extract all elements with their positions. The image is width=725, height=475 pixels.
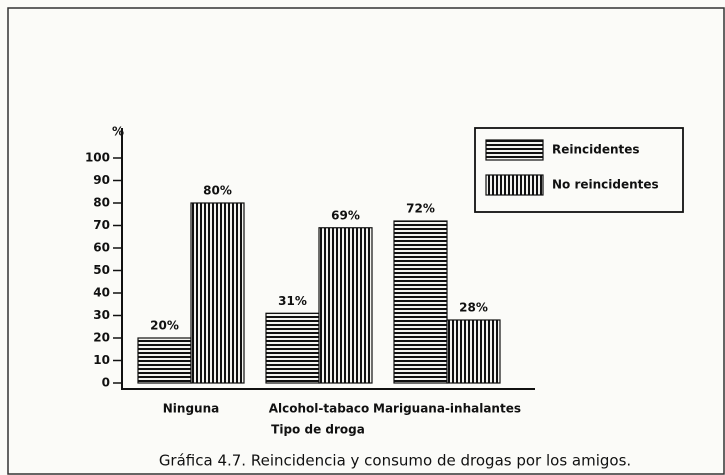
x-tick-label: Mariguana-inhalantes [373,402,521,416]
value-label: 31% [278,294,307,308]
bar [318,227,373,384]
y-tick-label: 80 [93,196,110,210]
y-tick-label: 40 [93,286,110,300]
legend-label: Reincidentes [552,143,640,157]
y-tick-label: 10 [93,353,110,367]
legend-swatch [485,174,544,196]
y-tick-label: 0 [102,376,110,390]
x-tick-label: Ninguna [163,402,219,416]
y-tick-label: 50 [93,263,110,277]
value-label: 80% [203,184,232,198]
y-tick-label: 30 [93,308,110,322]
x-tick-label: Alcohol-tabaco [269,402,370,416]
bar [393,220,448,384]
y-tick-label: 60 [93,241,110,255]
bar [446,319,501,384]
chart-title: Gráfica 4.7. Reincidencia y consumo de d… [159,452,631,470]
legend-swatch [485,139,544,161]
bar [265,312,320,384]
value-label: 72% [406,202,435,216]
x-axis-label: Tipo de droga [271,423,365,437]
value-label: 69% [331,208,360,222]
legend-box [474,127,684,213]
bar [137,337,192,384]
legend-label: No reincidentes [552,178,659,192]
value-label: 20% [150,319,179,333]
bar [190,202,245,384]
y-tick-label: 100 [85,151,110,165]
y-tick-label: 70 [93,218,110,232]
y-tick-label: 90 [93,173,110,187]
frame [7,7,725,475]
y-tick-label: 20 [93,331,110,345]
value-label: 28% [459,301,488,315]
